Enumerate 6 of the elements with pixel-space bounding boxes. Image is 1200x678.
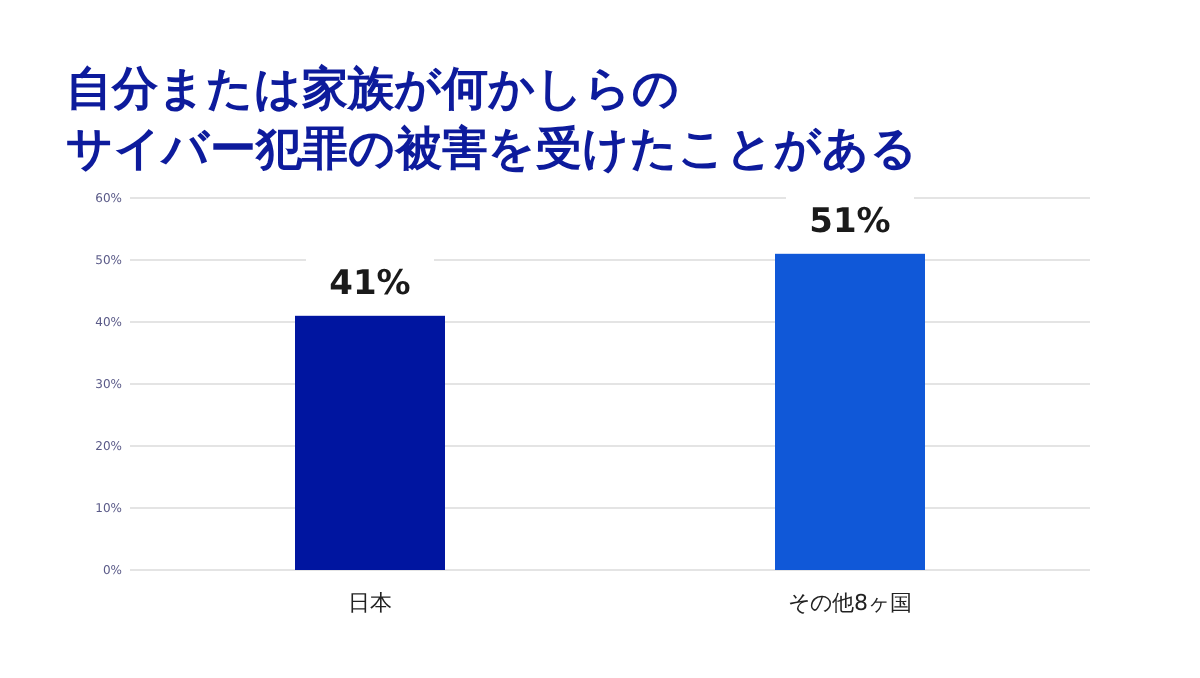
x-tick-label: 日本 — [348, 590, 392, 616]
data-label: 51% — [809, 201, 891, 242]
data-label: 41% — [329, 263, 411, 304]
x-tick-label: その他8ヶ国 — [788, 590, 912, 616]
chart-subtitle: サイバー犯罪の被害を受けたことがある — [66, 122, 918, 176]
chart-title: 自分または家族が何かしらの — [66, 62, 680, 116]
